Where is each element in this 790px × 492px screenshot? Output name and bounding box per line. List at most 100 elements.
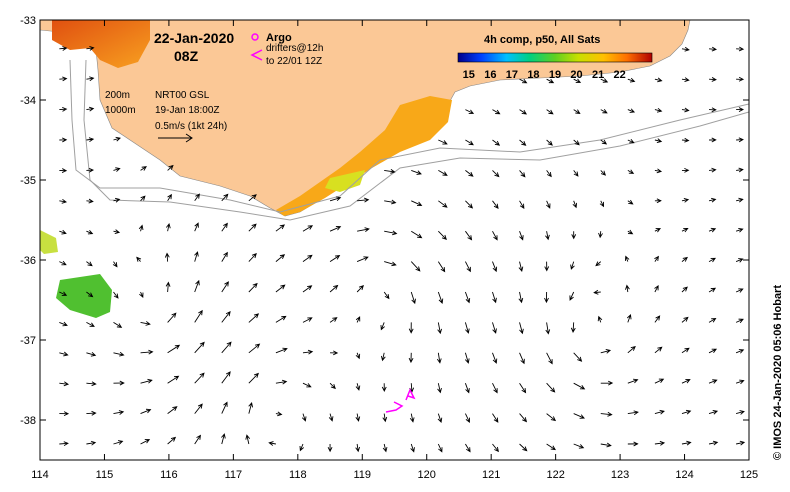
current-arrow [221,433,226,445]
current-arrow [492,322,497,334]
current-arrow [544,261,550,272]
current-arrow [410,443,415,453]
current-arrow [681,107,690,113]
colorbar [457,52,653,63]
current-arrow [654,285,659,293]
current-arrow [681,409,692,415]
map-frame [39,19,750,461]
current-arrow [519,443,528,452]
current-arrow [221,222,228,232]
y-tick-label: -34 [20,95,36,107]
current-arrow [654,346,663,354]
current-arrow [355,443,361,453]
current-arrow [709,77,717,82]
current-arrow [113,380,125,386]
current-arrow [544,291,549,304]
current-arrow [59,229,67,235]
current-arrow [599,200,604,208]
current-arrow [569,291,575,301]
current-arrow [113,291,119,299]
current-arrow [194,251,199,262]
current-arrow [275,315,287,323]
x-tick-label: 115 [96,469,114,481]
current-arrow [595,261,602,267]
current-arrow [464,291,471,304]
colorbar-tick-label: 22 [614,69,626,81]
colorbar-ticks: 15 16 17 18 19 20 21 22 [463,69,626,81]
current-arrow [519,413,528,423]
current-arrow [86,351,97,357]
current-arrow [59,46,68,51]
x-tick-label: 124 [675,469,693,481]
current-arrow [329,382,336,390]
current-arrow [626,313,632,323]
current-arrow [248,343,261,354]
current-arrow [438,139,448,145]
current-arrow [164,252,170,262]
sst-patch-west [52,20,150,68]
current-arrow [519,382,527,394]
current-arrow [275,411,283,417]
current-arrow [437,261,446,273]
current-arrow [302,254,313,262]
current-arrow [113,440,124,445]
current-arrow [59,137,68,143]
current-arrow [86,106,95,112]
current-arrow [573,78,582,83]
y-tick-label: -33 [20,15,36,27]
current-arrow [384,169,396,174]
current-arrow [736,197,744,203]
current-arrow [194,279,200,293]
current-arrow [275,379,288,385]
current-arrow [86,137,95,142]
current-arrow [735,258,744,263]
current-arrow [438,230,447,240]
current-arrow [654,77,663,83]
current-arrow [329,317,338,323]
x-tick-label: 114 [31,469,49,481]
current-arrow [654,138,663,143]
current-arrow [735,410,745,415]
current-arrow [327,443,333,453]
x-tick-label: 123 [611,469,629,481]
current-arrow [570,322,576,333]
current-arrow [248,252,257,262]
current-arrow [113,229,121,234]
current-arrow [546,139,553,146]
current-arrow [221,341,232,354]
current-arrow [329,284,339,293]
current-arrow [302,317,313,323]
current-arrow [573,170,579,177]
colorbar-title: 4h comp, p50, All Sats [484,34,600,46]
current-arrow [464,352,470,364]
current-arrow [593,289,601,295]
current-arrow [165,281,171,293]
current-arrow [546,78,555,84]
current-arrow [86,410,97,416]
current-arrow [113,136,121,142]
contour-1000-label: 1000m [105,105,136,116]
sst-patch-coastal-yellow [325,170,365,192]
current-arrow [464,261,471,273]
argo-icon [251,33,259,41]
x-tick-label: 118 [289,469,307,481]
current-arrow [86,381,97,387]
current-arrow [492,200,499,209]
current-arrow [136,256,142,262]
current-arrow [382,443,388,453]
current-arrow [245,434,251,445]
current-arrow [709,137,717,143]
colorbar-tick-label: 17 [506,69,518,81]
current-arrow [627,410,639,416]
current-arrow [492,352,498,364]
current-arrow [329,196,342,202]
current-arrow [708,46,718,52]
current-arrow [654,168,663,174]
map-time: 08Z [174,48,199,64]
current-arrow [681,316,689,323]
current-arrow [328,413,334,422]
sst-patch-south-east [276,96,452,216]
current-arrow [113,322,123,328]
current-arrow [625,284,630,293]
x-tick-label: 122 [546,469,564,481]
